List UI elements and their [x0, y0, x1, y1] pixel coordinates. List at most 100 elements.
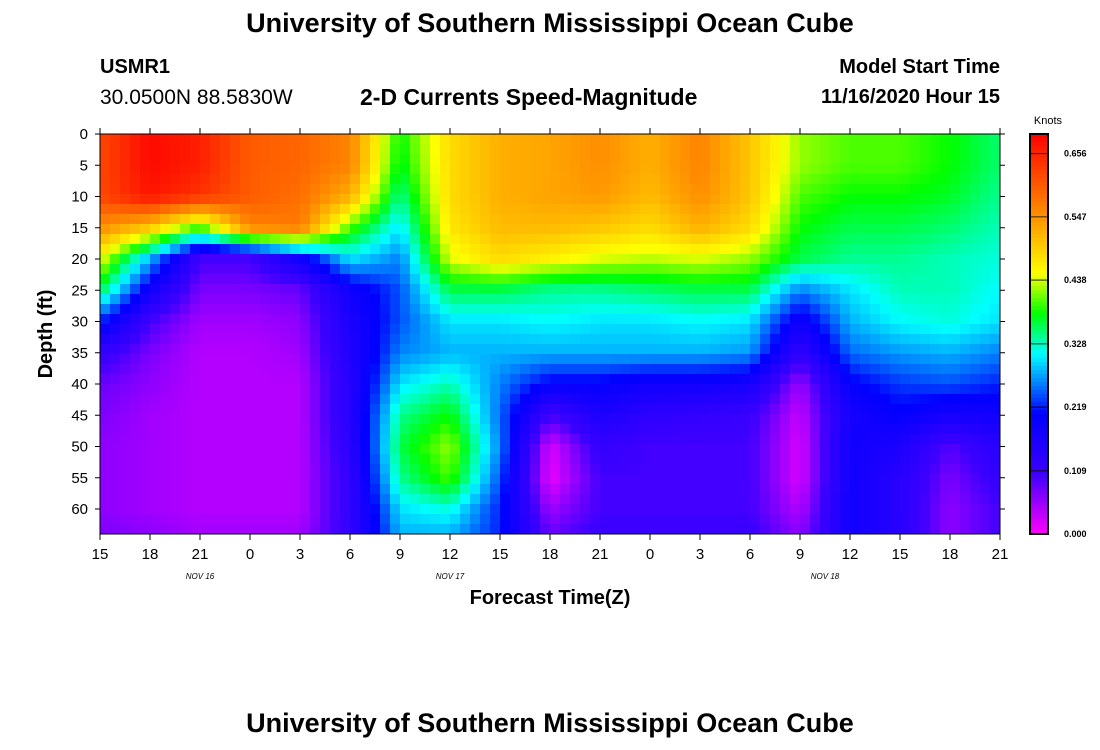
x-tick-label: 12 — [842, 546, 859, 563]
heatmap-cell — [700, 444, 711, 455]
heatmap-cell — [730, 284, 741, 295]
heatmap-cell — [740, 444, 751, 455]
heatmap-cell — [390, 454, 401, 465]
heatmap-cell — [530, 304, 541, 315]
heatmap-cell — [380, 224, 391, 235]
heatmap-cell — [550, 514, 561, 525]
heatmap-cell — [900, 134, 911, 145]
heatmap-cell — [610, 174, 621, 185]
heatmap-cell — [490, 214, 501, 225]
heatmap-cell — [950, 234, 961, 245]
heatmap-cell — [960, 364, 971, 375]
heatmap-cell — [950, 484, 961, 495]
colorbar-segment — [1030, 526, 1048, 531]
heatmap-cell — [980, 374, 991, 385]
heatmap-cell — [730, 324, 741, 335]
heatmap-cell — [220, 464, 231, 475]
colorbar-segment — [1030, 446, 1048, 451]
heatmap-cell — [660, 284, 671, 295]
heatmap-cell — [750, 464, 761, 475]
heatmap-cell — [500, 514, 511, 525]
heatmap-cell — [940, 354, 951, 365]
heatmap-cell — [430, 174, 441, 185]
heatmap-cell — [610, 394, 621, 405]
heatmap-cell — [240, 334, 251, 345]
heatmap-cell — [650, 344, 661, 355]
heatmap-cell — [120, 304, 131, 315]
heatmap-cell — [110, 444, 121, 455]
heatmap-cell — [690, 444, 701, 455]
heatmap-cell — [260, 474, 271, 485]
heatmap-cell — [350, 464, 361, 475]
heatmap-cell — [900, 174, 911, 185]
heatmap-cell — [520, 244, 531, 255]
heatmap-cell — [210, 264, 221, 275]
heatmap-cell — [650, 174, 661, 185]
heatmap-cell — [320, 384, 331, 395]
heatmap-cell — [340, 184, 351, 195]
heatmap-cell — [670, 144, 681, 155]
heatmap-cell — [650, 364, 661, 375]
heatmap-cell — [140, 514, 151, 525]
heatmap-cell — [800, 204, 811, 215]
heatmap-cell — [980, 434, 991, 445]
heatmap-cell — [290, 354, 301, 365]
heatmap-cell — [440, 144, 451, 155]
heatmap-cell — [180, 254, 191, 265]
heatmap-cell — [880, 274, 891, 285]
heatmap-cell — [450, 524, 461, 534]
heatmap-cell — [850, 224, 861, 235]
heatmap-cell — [930, 474, 941, 485]
heatmap-cell — [800, 494, 811, 505]
heatmap-cell — [430, 144, 441, 155]
heatmap-cell — [980, 314, 991, 325]
heatmap-cell — [300, 174, 311, 185]
heatmap-cell — [580, 384, 591, 395]
heatmap-cell — [360, 384, 371, 395]
heatmap-cell — [620, 274, 631, 285]
heatmap-cell — [620, 134, 631, 145]
heatmap-cell — [330, 514, 341, 525]
heatmap-cell — [540, 284, 551, 295]
heatmap-cell — [150, 334, 161, 345]
heatmap-cell — [110, 354, 121, 365]
heatmap-cell — [170, 394, 181, 405]
heatmap-cell — [950, 414, 961, 425]
heatmap-cell — [250, 344, 261, 355]
heatmap-cell — [980, 234, 991, 245]
heatmap-cell — [490, 364, 501, 375]
heatmap-cell — [920, 374, 931, 385]
heatmap-cell — [340, 354, 351, 365]
heatmap-cell — [190, 324, 201, 335]
heatmap-cell — [520, 294, 531, 305]
x-tick-label: 21 — [192, 546, 209, 563]
heatmap-cell — [520, 144, 531, 155]
heatmap-cell — [600, 494, 611, 505]
heatmap-cell — [180, 524, 191, 534]
heatmap-cell — [930, 164, 941, 175]
heatmap-cell — [730, 484, 741, 495]
heatmap-cell — [160, 454, 171, 465]
heatmap-cell — [720, 164, 731, 175]
heatmap-cell — [810, 314, 821, 325]
heatmap-cell — [290, 284, 301, 295]
heatmap-cell — [820, 214, 831, 225]
heatmap-cell — [540, 504, 551, 515]
heatmap-cell — [510, 364, 521, 375]
heatmap-cell — [790, 134, 801, 145]
heatmap-cell — [920, 524, 931, 534]
heatmap-cell — [270, 374, 281, 385]
heatmap-cell — [180, 404, 191, 415]
heatmap-cell — [290, 154, 301, 165]
heatmap-cell — [680, 464, 691, 475]
heatmap-cell — [440, 224, 451, 235]
heatmap-cell — [720, 524, 731, 534]
heatmap-cell — [430, 454, 441, 465]
heatmap-cell — [470, 264, 481, 275]
heatmap-cell — [370, 424, 381, 435]
heatmap-cell — [300, 324, 311, 335]
heatmap-cell — [180, 424, 191, 435]
heatmap-cell — [110, 424, 121, 435]
heatmap-cell — [290, 374, 301, 385]
heatmap-cell — [580, 214, 591, 225]
